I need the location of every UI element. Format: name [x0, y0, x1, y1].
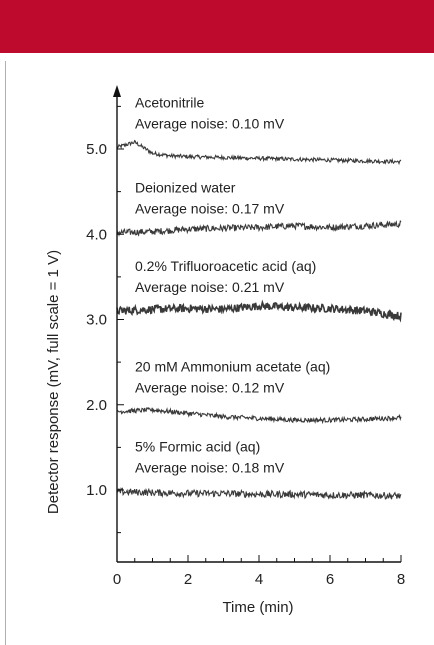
- y-axis-title: Detector response (mV, full scale = 1 V): [45, 250, 62, 514]
- trace-line: [116, 139, 402, 166]
- trace-line: [116, 299, 402, 323]
- series-label: 0.2% Trifluoroacetic acid (aq): [135, 258, 316, 274]
- series-label: 20 mM Ammonium acetate (aq): [135, 359, 330, 375]
- series-label: Deionized water: [135, 180, 236, 196]
- y-tick-label: 5.0: [86, 141, 107, 158]
- series-label: Acetonitrile: [135, 94, 204, 110]
- series-noise-label: Average noise: 0.21 mV: [135, 279, 285, 295]
- series-label: 5% Formic acid (aq): [135, 439, 260, 455]
- y-tick-label: 4.0: [86, 226, 107, 243]
- x-tick-label: 8: [397, 571, 405, 588]
- series-noise-label: Average noise: 0.18 mV: [135, 460, 285, 476]
- y-tick-label: 1.0: [86, 482, 107, 499]
- header-bar: [0, 0, 434, 53]
- x-tick-label: 0: [113, 571, 121, 588]
- series-noise-label: Average noise: 0.12 mV: [135, 380, 285, 396]
- x-tick-label: 2: [184, 571, 192, 588]
- trace-layer: [116, 139, 402, 500]
- y-tick-label: 2.0: [86, 397, 107, 414]
- frame-left-rule: [5, 61, 6, 645]
- x-tick-label: 4: [255, 571, 263, 588]
- series-noise-label: Average noise: 0.10 mV: [135, 115, 285, 131]
- series-noise-label: Average noise: 0.17 mV: [135, 201, 285, 217]
- trace-line: [116, 219, 402, 237]
- axes-layer: 0 2 4 6 8 1.0 2.0 3.0 4.0 5.0: [86, 85, 405, 588]
- trace-line: [116, 406, 402, 425]
- y-axis-arrow: [113, 85, 121, 97]
- trace-line: [116, 487, 402, 500]
- x-axis-title: Time (min): [222, 599, 293, 616]
- y-tick-label: 3.0: [86, 312, 107, 329]
- annotation-layer: Acetonitrile Average noise: 0.10 mV Deioni…: [135, 94, 330, 475]
- x-tick-label: 6: [326, 571, 334, 588]
